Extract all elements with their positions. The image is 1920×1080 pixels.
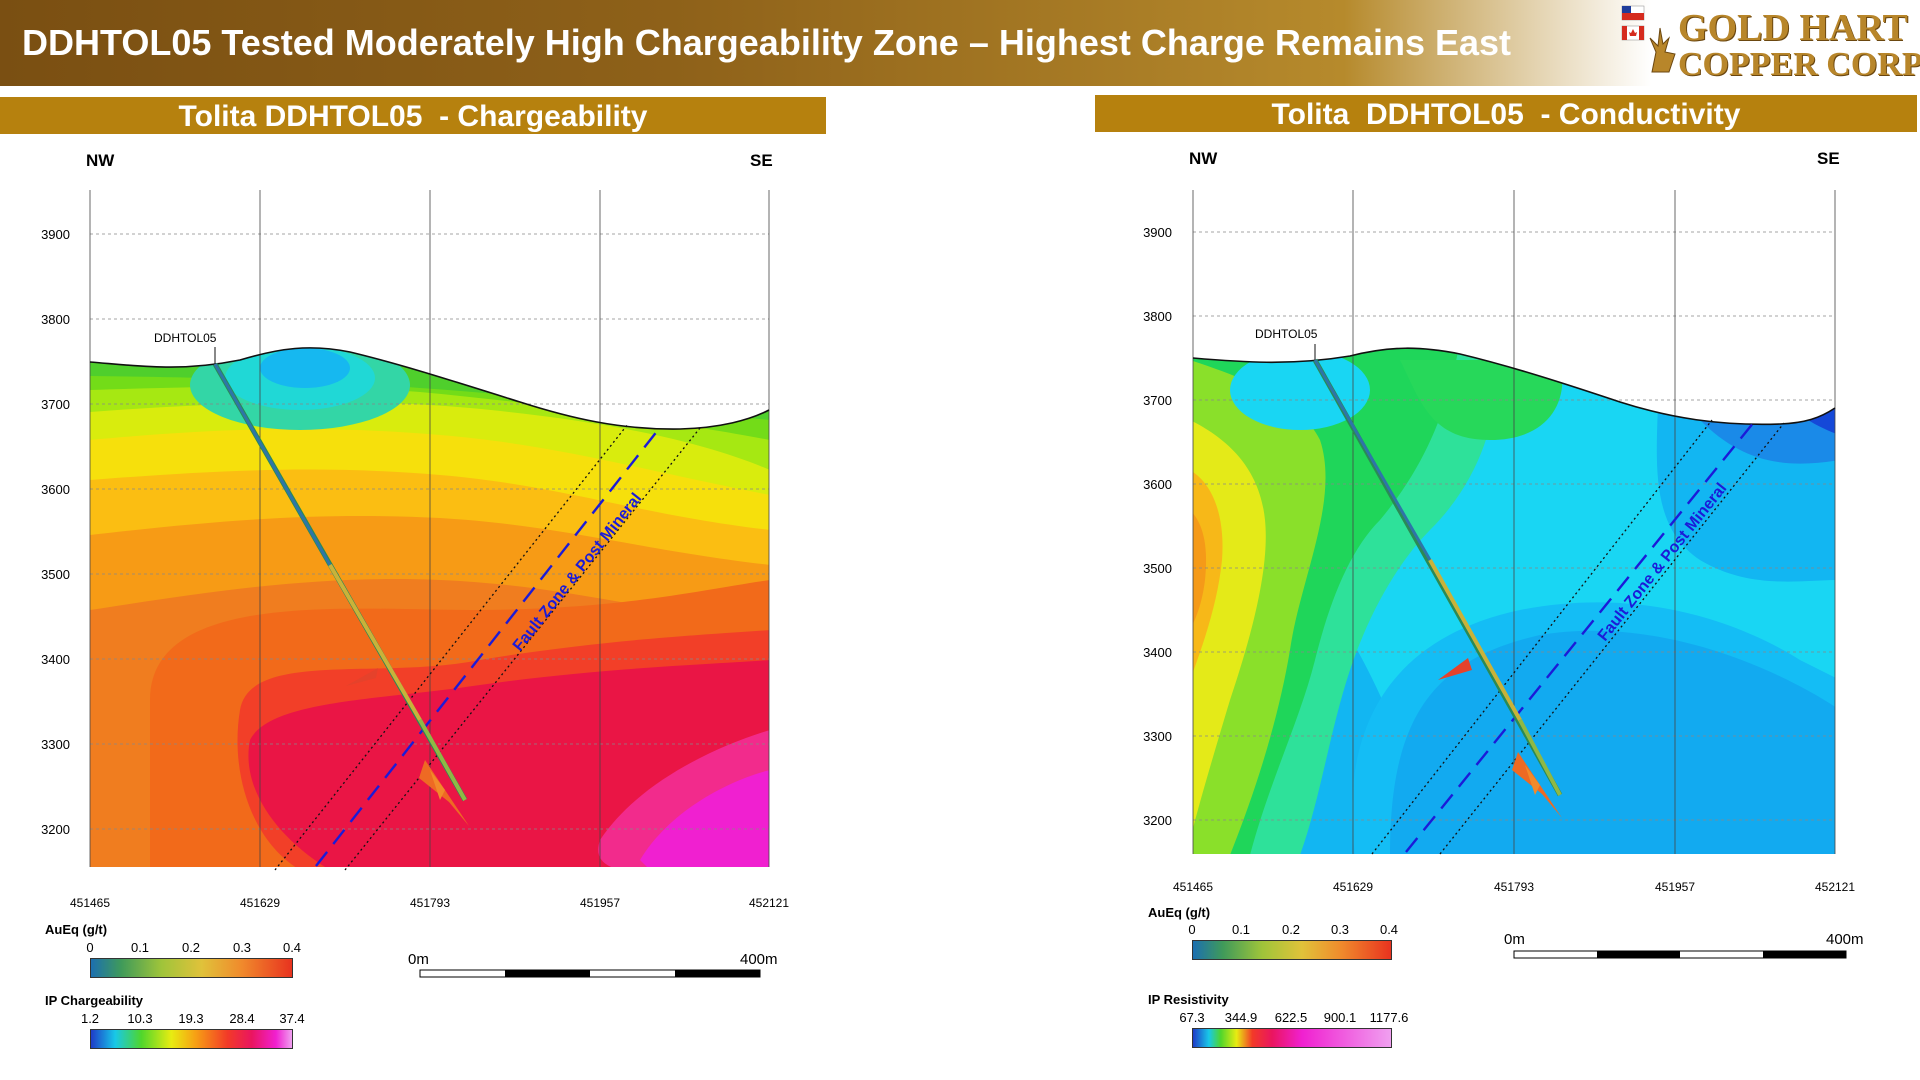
legend-ip-tick: 622.5 bbox=[1274, 1010, 1308, 1025]
legend-ip-colorbar bbox=[90, 1029, 293, 1049]
y-tick: 3500 bbox=[41, 567, 70, 582]
y-tick: 3600 bbox=[1143, 477, 1172, 492]
legend-ip-tick: 900.1 bbox=[1323, 1010, 1357, 1025]
legend-au-tick: 0.1 bbox=[130, 940, 150, 955]
x-tick: 451793 bbox=[410, 896, 450, 910]
x-tick: 451629 bbox=[1333, 880, 1373, 894]
scale-bar bbox=[1513, 950, 1847, 959]
logo-emblem bbox=[1621, 5, 1676, 73]
hole-label: DDHTOL05 bbox=[1255, 327, 1318, 341]
page-title: DDHTOL05 Tested Moderately High Chargeab… bbox=[22, 22, 1512, 63]
compass-se: SE bbox=[750, 151, 773, 170]
legend-ip-tick: 1.2 bbox=[80, 1011, 100, 1026]
x-tick: 452121 bbox=[749, 896, 789, 910]
x-tick: 451465 bbox=[70, 896, 110, 910]
legend-ip-tick: 19.3 bbox=[178, 1011, 204, 1026]
chargeability-cross-section: Fault Zone & Post Mineral DDHTOL05 NW SE… bbox=[41, 151, 789, 978]
legend-au-tick: 0.4 bbox=[282, 940, 302, 955]
legend-au-tick: 0.2 bbox=[1281, 922, 1301, 937]
y-tick: 3600 bbox=[41, 482, 70, 497]
grid-lines bbox=[90, 233, 769, 830]
compass-nw: NW bbox=[86, 151, 115, 170]
legend-au-tick: 0 bbox=[86, 940, 94, 955]
legend-au-title: AuEq (g/t) bbox=[45, 922, 108, 937]
scale-end: 400m bbox=[1826, 931, 1864, 948]
x-tick: 451465 bbox=[1173, 880, 1213, 894]
compass-nw: NW bbox=[1189, 149, 1218, 168]
legend-ip-tick: 1177.6 bbox=[1369, 1010, 1409, 1025]
y-tick: 3800 bbox=[41, 312, 70, 327]
topography-line bbox=[89, 347, 770, 430]
y-tick: 3200 bbox=[1143, 813, 1172, 828]
legend-ip-tick: 67.3 bbox=[1179, 1010, 1205, 1025]
chargeability-section: Fault Zone & Post Mineral DDHTOL05 NW SE… bbox=[0, 140, 920, 1080]
scale-bar bbox=[419, 969, 761, 978]
legend-au-colorbar bbox=[90, 958, 293, 978]
fault-zone bbox=[1371, 419, 1785, 855]
panel-header-conductivity: Tolita DDHTOL05 - Conductivity bbox=[1095, 95, 1917, 132]
legend-au-tick: 0.1 bbox=[1231, 922, 1251, 937]
legend-au-tick: 0 bbox=[1188, 922, 1196, 937]
y-tick: 3400 bbox=[1143, 645, 1172, 660]
x-tick: 451957 bbox=[580, 896, 620, 910]
drill-hole-trace bbox=[212, 362, 469, 826]
logo-line2: COPPER CORP bbox=[1678, 46, 1920, 83]
legend-au-tick: 0.3 bbox=[232, 940, 252, 955]
grid-vertical bbox=[1192, 190, 1836, 854]
y-tick: 3700 bbox=[41, 397, 70, 412]
y-tick: 3900 bbox=[41, 227, 70, 242]
legend-au-tick: 0.4 bbox=[1379, 922, 1399, 937]
conductivity-contours bbox=[1193, 348, 1835, 854]
y-tick: 3300 bbox=[1143, 729, 1172, 744]
panel-header-chargeability: Tolita DDHTOL05 - Chargeability bbox=[0, 97, 826, 134]
grid-vertical bbox=[89, 190, 770, 867]
compass-se: SE bbox=[1817, 149, 1840, 168]
conductivity-section: Fault Zone & Post Mineral DDHTOL05 NW SE… bbox=[1100, 140, 1920, 1080]
legend-ip-title: IP Chargeability bbox=[45, 993, 144, 1008]
legend-ip-tick: 344.9 bbox=[1224, 1010, 1258, 1025]
legend-au-title: AuEq (g/t) bbox=[1148, 905, 1211, 920]
y-tick: 3700 bbox=[1143, 393, 1172, 408]
x-tick: 451793 bbox=[1494, 880, 1534, 894]
y-tick: 3800 bbox=[1143, 309, 1172, 324]
conductivity-cross-section: Fault Zone & Post Mineral DDHTOL05 NW SE… bbox=[1143, 149, 1864, 959]
legend-ip-tick: 10.3 bbox=[127, 1011, 153, 1026]
y-tick: 3200 bbox=[41, 822, 70, 837]
drill-hole-trace bbox=[1312, 358, 1563, 818]
company-logo: GOLD HART COPPER CORP bbox=[1618, 2, 1920, 84]
hole-label: DDHTOL05 bbox=[154, 331, 217, 345]
scale-start: 0m bbox=[1504, 931, 1525, 948]
title-banner: DDHTOL05 Tested Moderately High Chargeab… bbox=[0, 0, 1920, 86]
y-tick: 3900 bbox=[1143, 225, 1172, 240]
x-tick: 451629 bbox=[240, 896, 280, 910]
logo-line1: GOLD HART bbox=[1678, 7, 1908, 49]
grid-lines bbox=[1193, 231, 1835, 821]
fault-zone bbox=[274, 423, 701, 871]
y-tick: 3300 bbox=[41, 737, 70, 752]
x-tick: 452121 bbox=[1815, 880, 1855, 894]
y-tick: 3400 bbox=[41, 652, 70, 667]
scale-start: 0m bbox=[408, 951, 429, 968]
legend-ip-tick: 28.4 bbox=[229, 1011, 255, 1026]
scale-end: 400m bbox=[740, 951, 778, 968]
legend-au-tick: 0.2 bbox=[181, 940, 201, 955]
legend-ip-tick: 37.4 bbox=[279, 1011, 305, 1026]
legend-au-colorbar bbox=[1192, 940, 1392, 960]
legend-au-tick: 0.3 bbox=[1330, 922, 1350, 937]
legend-ip-colorbar bbox=[1192, 1028, 1392, 1048]
legend-ip-title: IP Resistivity bbox=[1148, 992, 1229, 1007]
x-tick: 451957 bbox=[1655, 880, 1695, 894]
y-tick: 3500 bbox=[1143, 561, 1172, 576]
